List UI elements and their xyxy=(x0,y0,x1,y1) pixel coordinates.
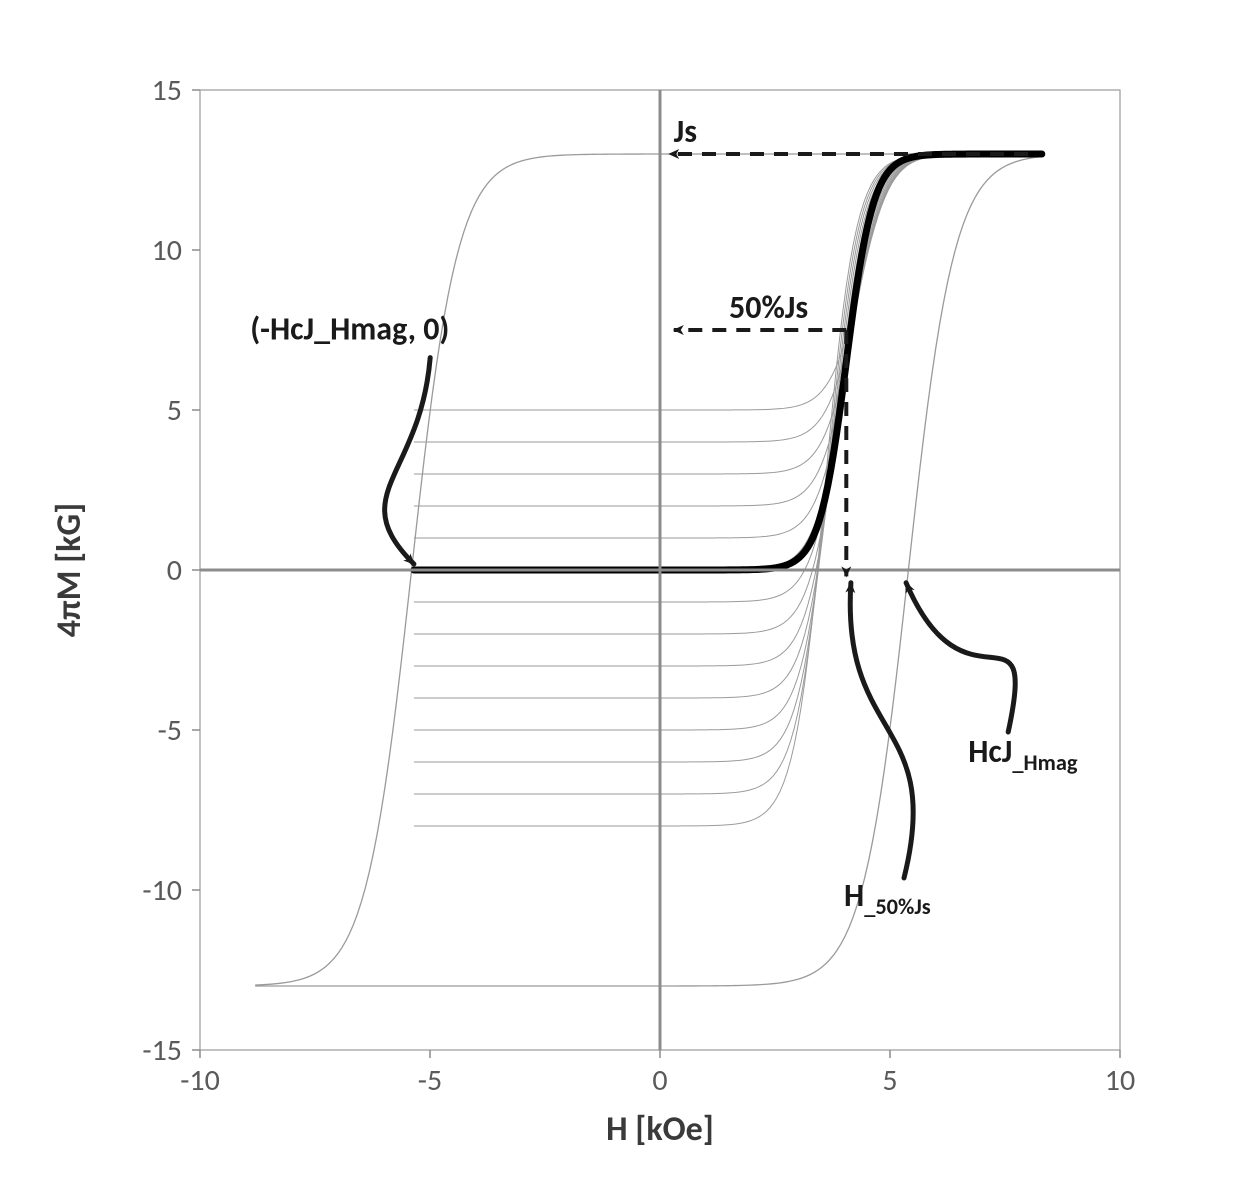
label-js: Js xyxy=(674,112,697,151)
x-tick-label: -10 xyxy=(180,1062,220,1099)
label-hcj-point: (-HcJ_Hmag, 0) xyxy=(250,310,449,349)
y-tick-label: 0 xyxy=(167,552,182,589)
x-tick-label: 0 xyxy=(652,1062,667,1099)
x-axis-label: H [kOe] xyxy=(606,1109,714,1150)
y-tick-label: 15 xyxy=(152,72,182,109)
y-tick-label: 10 xyxy=(152,232,182,269)
hysteresis-chart: -10-50510-15-10-5051015H [kOe]4πM [kG]Js… xyxy=(0,0,1240,1187)
y-axis-label: 4πM [kG] xyxy=(49,503,90,637)
y-tick-label: -10 xyxy=(142,872,182,909)
x-tick-label: 5 xyxy=(882,1062,897,1099)
y-tick-label: 5 xyxy=(167,392,182,429)
x-tick-label: -5 xyxy=(418,1062,442,1099)
y-tick-label: -5 xyxy=(158,712,182,749)
label-50js: 50%Js xyxy=(729,288,808,327)
x-tick-label: 10 xyxy=(1105,1062,1135,1099)
y-tick-label: -15 xyxy=(142,1032,182,1069)
